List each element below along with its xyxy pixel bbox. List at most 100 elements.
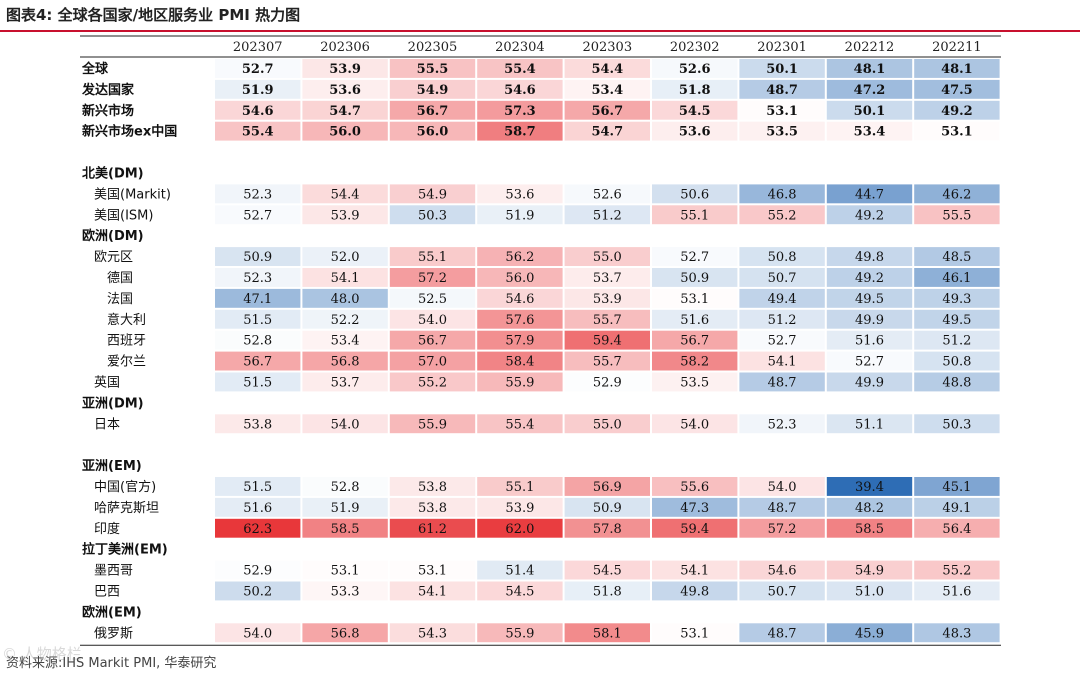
column-header: 202211 [932, 40, 982, 55]
cell-value: 44.7 [855, 187, 884, 202]
heatmap-cell [564, 581, 650, 601]
heatmap-cell [652, 372, 738, 392]
cell-value: 54.6 [504, 83, 536, 98]
heatmap-cell [652, 79, 738, 99]
cell-value: 53.3 [331, 585, 360, 600]
heatmap-cell [564, 268, 650, 287]
heatmap-cell [389, 623, 476, 643]
cell-value: 48.7 [768, 626, 797, 641]
cell-value: 54.3 [418, 626, 447, 641]
heatmap-cell [389, 100, 476, 120]
heatmap-cell [914, 351, 1000, 371]
heatmap-cell [302, 623, 388, 643]
cell-value: 46.2 [942, 187, 971, 202]
cell-value: 48.5 [942, 250, 971, 265]
heatmap-cell [302, 184, 388, 204]
cell-value: 52.6 [679, 62, 711, 77]
title-divider [0, 30, 1080, 32]
cell-value: 51.9 [242, 83, 274, 98]
heatmap-cell [564, 497, 650, 517]
row-label: 发达国家 [81, 82, 135, 98]
column-header: 202302 [670, 40, 720, 55]
cell-value: 50.1 [854, 104, 886, 119]
heatmap-cell [477, 100, 563, 120]
cell-value: 55.1 [505, 480, 534, 495]
heatmap-cell [914, 372, 1000, 392]
heatmap-cell [302, 205, 388, 225]
cell-value: 55.4 [504, 62, 536, 77]
row-label: 哈萨克斯坦 [94, 501, 159, 516]
cell-value: 55.4 [505, 417, 534, 432]
heatmap-cell [739, 497, 825, 517]
heatmap-cell [739, 288, 825, 308]
cell-value: 48.8 [942, 376, 971, 391]
heatmap-cell [739, 121, 825, 141]
cell-value: 57.3 [504, 104, 536, 119]
cell-value: 52.7 [855, 355, 884, 370]
heatmap-cell [215, 100, 301, 120]
row-label: 印度 [94, 521, 120, 537]
cell-value: 49.9 [855, 313, 884, 328]
cell-value: 48.1 [941, 62, 973, 77]
cell-value: 53.5 [680, 376, 709, 391]
heatmap-cell [389, 121, 476, 141]
heatmap-cell [477, 351, 563, 371]
heatmap-cell [826, 100, 913, 120]
heatmap-cell [652, 560, 738, 580]
heatmap-cell [389, 59, 476, 78]
heatmap-cell [389, 477, 476, 496]
heatmap-cell [477, 372, 563, 392]
cell-value: 51.2 [942, 334, 971, 349]
cell-value: 49.1 [942, 501, 971, 516]
cell-value: 39.4 [855, 480, 884, 495]
row-label: 法国 [107, 292, 133, 307]
cell-value: 54.5 [505, 585, 534, 600]
cell-value: 55.9 [418, 417, 447, 432]
heatmap-cell [302, 309, 388, 329]
cell-value: 62.0 [505, 522, 534, 537]
heatmap-cell [914, 79, 1000, 99]
cell-value: 54.0 [680, 417, 709, 432]
cell-value: 52.6 [593, 187, 622, 202]
cell-value: 57.9 [505, 334, 534, 349]
heatmap-cell [477, 205, 563, 225]
heatmap-cell [215, 581, 301, 601]
heatmap-cell [215, 59, 301, 78]
heatmap-cell [826, 477, 913, 496]
cell-value: 57.2 [418, 271, 447, 286]
heatmap-cell [564, 518, 650, 538]
cell-value: 50.3 [942, 417, 971, 432]
cell-value: 53.9 [329, 62, 361, 77]
heatmap-cell [739, 623, 825, 643]
cell-value: 54.0 [768, 480, 797, 495]
heatmap-cell [564, 330, 650, 350]
cell-value: 52.3 [243, 271, 272, 286]
cell-value: 53.8 [243, 417, 272, 432]
heatmap-cell [389, 497, 476, 517]
heatmap-cell [652, 477, 738, 496]
heatmap-cell [215, 79, 301, 99]
row-label: 墨西哥 [94, 564, 133, 579]
cell-value: 59.4 [680, 522, 709, 537]
heatmap-cell [914, 288, 1000, 308]
cell-value: 49.4 [768, 292, 797, 307]
cell-value: 54.1 [331, 271, 360, 286]
cell-value: 54.5 [593, 564, 622, 579]
heatmap-cell [302, 121, 388, 141]
cell-value: 49.5 [855, 292, 884, 307]
cell-value: 54.7 [329, 104, 361, 119]
heatmap-cell [914, 268, 1000, 287]
cell-value: 55.5 [942, 208, 971, 223]
cell-value: 47.3 [680, 501, 709, 516]
cell-value: 54.6 [505, 292, 534, 307]
watermark: © 人物格栏 [2, 645, 82, 663]
cell-value: 53.8 [418, 501, 447, 516]
heatmap-cell [826, 414, 913, 434]
cell-value: 48.7 [768, 501, 797, 516]
cell-value: 52.9 [243, 564, 272, 579]
heatmap-cell [477, 330, 563, 350]
heatmap-cell [652, 330, 738, 350]
cell-value: 45.1 [942, 480, 971, 495]
cell-value: 48.2 [855, 501, 884, 516]
